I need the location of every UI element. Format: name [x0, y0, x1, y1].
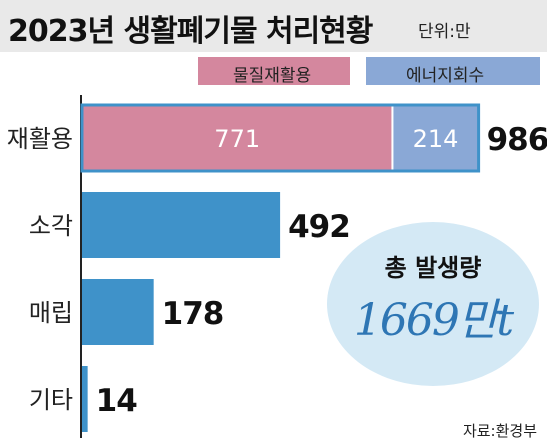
bar-segment-material-recycling	[82, 105, 393, 171]
bar-segment-energy-recovery	[392, 105, 479, 171]
bar	[82, 366, 88, 432]
bar	[82, 192, 281, 258]
source-note: 자료:환경부	[462, 422, 537, 440]
unit-label: 단위:만	[418, 22, 471, 42]
legend-label-material-recycling: 물질재활용	[233, 66, 312, 86]
category-label: 재활용	[7, 125, 73, 153]
bar-value-label: 492	[288, 209, 350, 245]
bar	[82, 279, 154, 345]
total-summary-circle: 총 발생량 1669만t	[327, 222, 539, 386]
segment-value-label: 771	[214, 125, 260, 153]
bar-value-label: 178	[162, 296, 224, 332]
legend-label-energy-recovery: 에너지회수	[406, 66, 485, 86]
chart-header: 2023년 생활폐기물 처리현황 단위:만	[0, 0, 547, 52]
chart-title: 2023년 생활폐기물 처리현황	[8, 14, 373, 49]
legend-swatch-material-recycling	[198, 57, 350, 85]
legend-swatch-energy-recovery	[366, 57, 540, 85]
total-summary-value: 1669만t	[353, 295, 514, 346]
bar-value-label: 986	[487, 122, 547, 158]
category-label: 기타	[29, 386, 73, 414]
category-label: 소각	[29, 212, 73, 240]
total-summary-label: 총 발생량	[384, 254, 482, 282]
segment-value-label: 214	[413, 125, 459, 153]
bar-value-label: 14	[96, 383, 138, 419]
category-label: 매립	[29, 299, 73, 327]
bar-outline	[80, 103, 481, 173]
